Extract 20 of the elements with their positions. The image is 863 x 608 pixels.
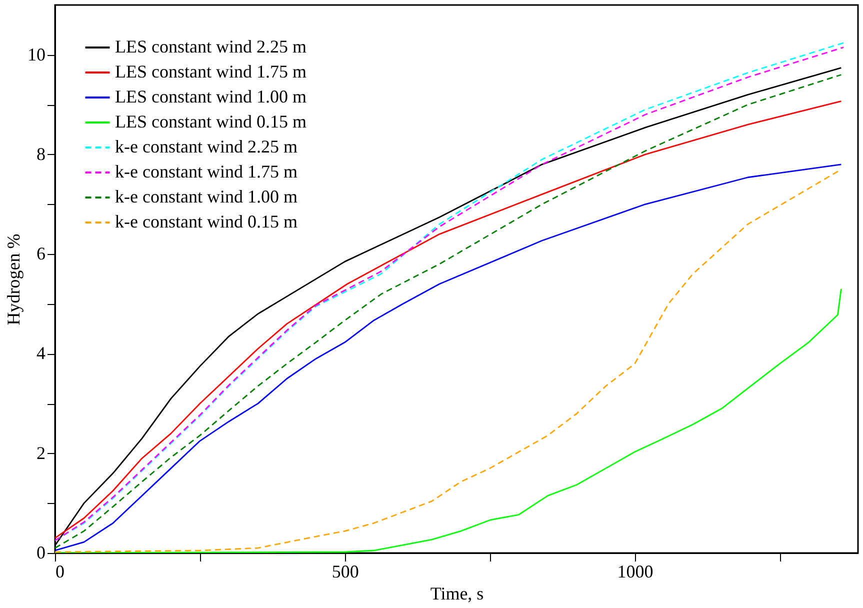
legend-label: LES constant wind 1.75 m: [115, 62, 306, 82]
y-tick-label: 4: [36, 343, 46, 364]
y-tick-label: 10: [28, 44, 46, 64]
legend-label: LES constant wind 2.25 m: [115, 36, 306, 56]
legend-label: k-e constant wind 1.00 m: [115, 186, 298, 206]
y-tick-label: 6: [36, 244, 46, 264]
y-axis-title: Hydrogen %: [4, 234, 24, 326]
x-tick-label: 0: [56, 562, 64, 582]
legend-label: LES constant wind 1.00 m: [115, 86, 306, 106]
x-axis-title: Time, s: [430, 584, 484, 604]
y-tick-label: 8: [36, 144, 46, 164]
x-tick-label: 500: [332, 562, 359, 582]
legend-label: k-e constant wind 1.75 m: [115, 162, 298, 182]
y-tick-label: 2: [36, 442, 46, 463]
y-tick-label: 0: [36, 542, 46, 562]
x-tick-label: 1000: [617, 562, 654, 582]
legend-label: k-e constant wind 0.15 m: [115, 212, 298, 232]
legend-label: k-e constant wind 2.25 m: [115, 136, 298, 156]
legend-label: LES constant wind 0.15 m: [115, 112, 306, 132]
line-series: [55, 288, 842, 553]
